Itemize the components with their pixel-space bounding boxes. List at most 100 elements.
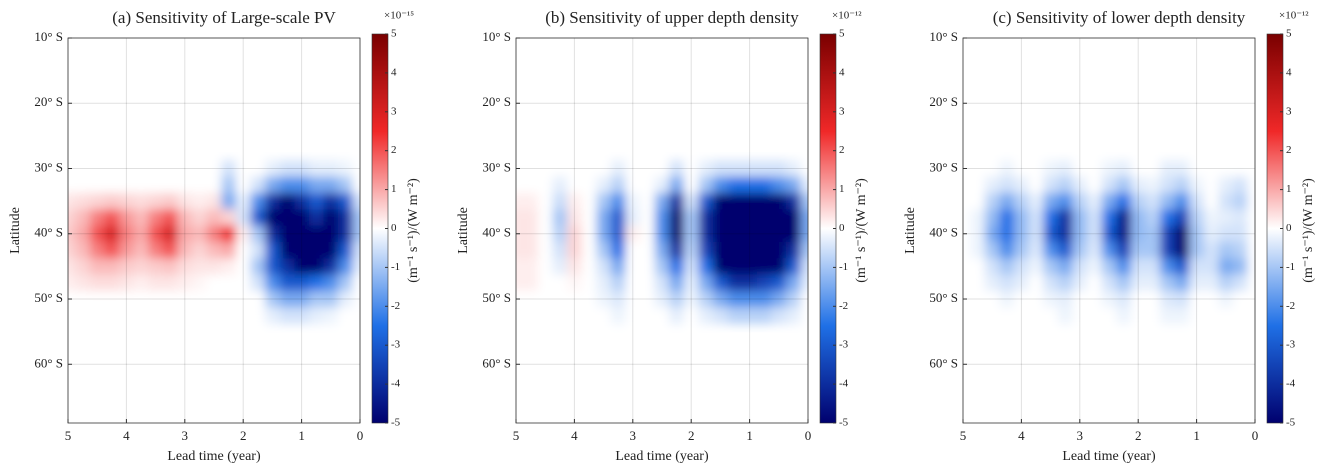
cell — [552, 160, 568, 178]
cell — [1014, 192, 1030, 210]
field-clip — [516, 160, 808, 324]
cell — [206, 160, 222, 178]
cell — [999, 225, 1015, 243]
cell — [537, 290, 553, 308]
colorbar-tick-label: 2 — [1286, 144, 1292, 156]
cell — [323, 209, 339, 227]
cell — [265, 209, 281, 227]
cell — [567, 290, 583, 308]
cell — [523, 274, 539, 292]
cell — [89, 307, 105, 324]
cell — [596, 258, 612, 276]
cell — [1218, 307, 1234, 324]
cell — [338, 209, 354, 227]
cell — [1189, 274, 1205, 292]
cell — [537, 160, 553, 178]
cell — [683, 160, 699, 178]
cell — [523, 241, 539, 259]
cell — [1174, 290, 1190, 308]
cell — [1247, 241, 1255, 259]
cell — [89, 192, 105, 210]
cell — [1218, 241, 1234, 259]
cell — [771, 258, 787, 276]
cell — [1057, 307, 1073, 324]
colorbar-tick-label: 2 — [839, 144, 845, 156]
cell — [1145, 258, 1161, 276]
cell — [1014, 307, 1030, 324]
y-tick-label: 40° S — [929, 225, 958, 240]
cell — [1014, 225, 1030, 243]
cell — [352, 258, 360, 276]
cell — [250, 258, 266, 276]
cell — [1130, 209, 1146, 227]
cell — [771, 176, 787, 194]
cell — [133, 258, 149, 276]
cell — [119, 225, 135, 243]
x-tick-label: 3 — [630, 428, 637, 443]
cell — [727, 160, 743, 178]
cell — [338, 290, 354, 308]
cell — [265, 176, 281, 194]
cell — [1203, 307, 1219, 324]
cell — [279, 192, 295, 210]
cell — [323, 160, 339, 178]
cell — [1130, 225, 1146, 243]
cell — [970, 307, 986, 324]
cell — [963, 192, 971, 210]
cell — [265, 307, 281, 324]
cell — [104, 209, 120, 227]
cell — [786, 176, 802, 194]
cell — [610, 274, 626, 292]
cell — [1116, 209, 1132, 227]
cell — [596, 192, 612, 210]
colorbar-tick-label: 2 — [391, 144, 397, 156]
cell — [516, 258, 524, 276]
cell — [1160, 192, 1176, 210]
cell — [352, 225, 360, 243]
chart-title: (b) Sensitivity of upper depth density — [545, 8, 799, 27]
cell — [1174, 307, 1190, 324]
cell — [786, 160, 802, 178]
cell — [1116, 290, 1132, 308]
cell — [1189, 176, 1205, 194]
cell — [756, 160, 772, 178]
cell — [75, 160, 91, 178]
cell — [279, 290, 295, 308]
cell — [581, 307, 597, 324]
cell — [352, 176, 360, 194]
cell — [1160, 176, 1176, 194]
y-axis-label: Latitude — [456, 207, 471, 254]
cell — [1057, 192, 1073, 210]
cell — [1028, 209, 1044, 227]
cell — [771, 225, 787, 243]
cell — [1014, 160, 1030, 178]
plot-frame — [515, 37, 809, 424]
cell — [1072, 192, 1088, 210]
cell — [713, 192, 729, 210]
cell — [265, 192, 281, 210]
cell — [516, 192, 524, 210]
cell — [1057, 225, 1073, 243]
cell — [537, 225, 553, 243]
cell — [338, 258, 354, 276]
cell — [1014, 274, 1030, 292]
cell — [800, 176, 808, 194]
cell — [742, 290, 758, 308]
cell — [970, 160, 986, 178]
cell — [1160, 160, 1176, 178]
cell — [1233, 274, 1249, 292]
cell — [537, 241, 553, 259]
cell — [970, 176, 986, 194]
cell — [177, 176, 193, 194]
cell — [294, 225, 310, 243]
cell — [177, 258, 193, 276]
cell — [800, 192, 808, 210]
cell — [1043, 274, 1059, 292]
cell — [786, 307, 802, 324]
cell — [713, 176, 729, 194]
cell — [1160, 209, 1176, 227]
cell — [308, 176, 324, 194]
cell — [148, 307, 164, 324]
cell — [294, 160, 310, 178]
cell — [250, 274, 266, 292]
